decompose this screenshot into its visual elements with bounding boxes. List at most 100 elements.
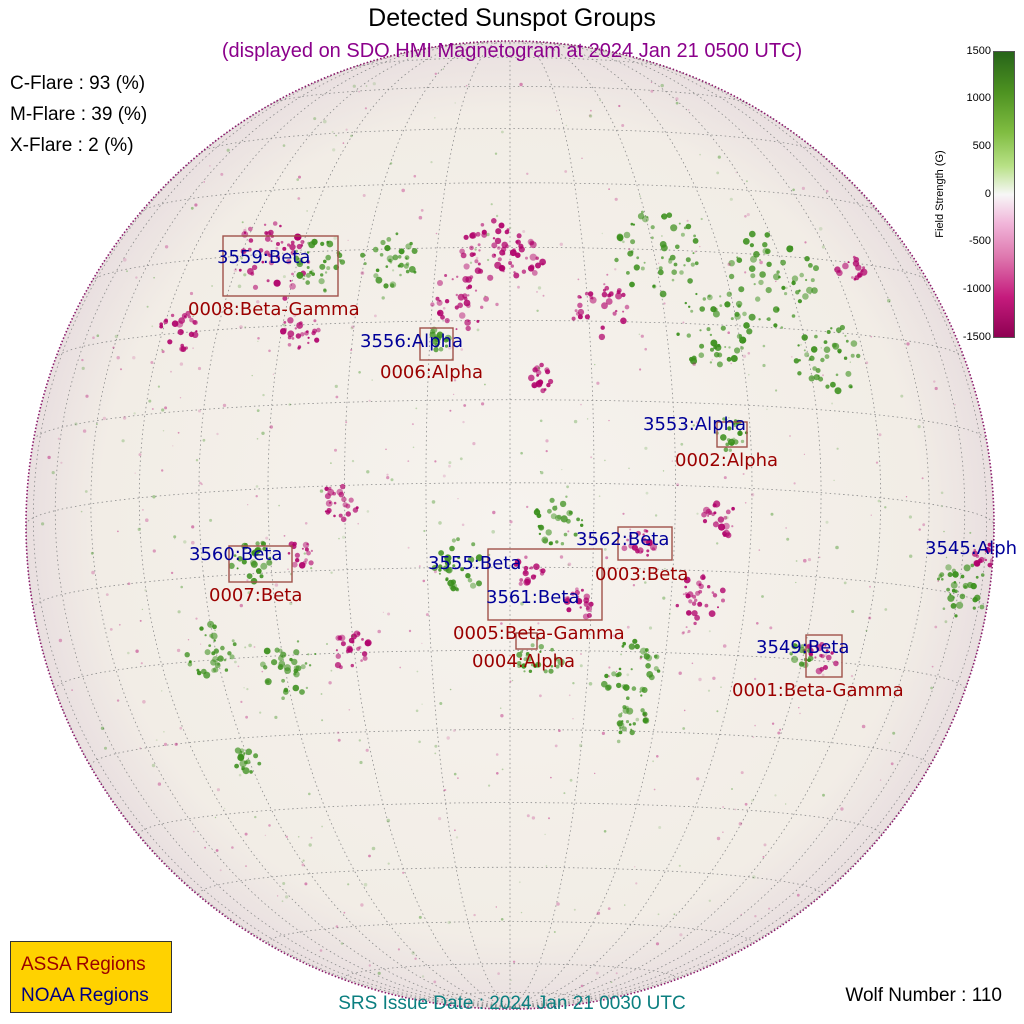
magnetic-patch	[539, 568, 543, 573]
magnetic-patch	[283, 321, 287, 324]
magnetic-patch	[690, 309, 694, 313]
network-speckle	[350, 326, 354, 330]
network-speckle	[214, 629, 216, 632]
network-speckle	[170, 370, 172, 373]
magnetic-patch	[287, 343, 292, 347]
box-0002[interactable]	[716, 421, 748, 448]
magnetic-patch	[680, 232, 685, 237]
network-speckle	[696, 512, 699, 515]
network-speckle	[423, 529, 426, 533]
magnetic-patch	[709, 333, 713, 337]
noaa-label-3553[interactable]: 3553:Alpha	[643, 414, 746, 435]
assa-label-0005[interactable]: 0005:Beta-Gamma	[453, 623, 625, 644]
network-speckle	[421, 703, 423, 705]
magnetic-patch	[730, 355, 738, 362]
magnetic-patch	[835, 373, 839, 377]
noaa-label-3559[interactable]: 3559:Beta	[217, 247, 310, 268]
network-speckle	[293, 314, 297, 318]
magnetic-patch	[643, 529, 647, 533]
noaa-label-3549[interactable]: 3549:Beta	[756, 637, 849, 658]
magnetic-patch	[722, 417, 726, 421]
network-speckle	[399, 666, 402, 669]
network-speckle	[934, 386, 938, 391]
magnetic-patch	[945, 564, 952, 571]
magnetic-patch	[946, 587, 950, 592]
magnetic-patch	[765, 248, 771, 255]
magnetic-patch	[438, 564, 443, 569]
network-speckle	[127, 651, 130, 655]
network-speckle	[351, 459, 355, 463]
network-speckle	[725, 516, 729, 520]
magnetic-patch	[183, 315, 187, 318]
magnetic-patch	[244, 760, 248, 765]
magnetic-patch	[807, 648, 812, 653]
network-speckle	[615, 972, 618, 975]
box-0008[interactable]	[222, 235, 339, 297]
magnetic-patch	[305, 330, 309, 333]
box-0005[interactable]	[487, 548, 603, 621]
noaa-label-3561[interactable]: 3561:Beta	[486, 587, 579, 608]
assa-label-0001[interactable]: 0001:Beta-Gamma	[732, 680, 904, 701]
noaa-label-3560[interactable]: 3560:Beta	[189, 544, 282, 565]
network-speckle	[775, 389, 778, 392]
box-0003[interactable]	[617, 526, 673, 561]
network-speckle	[332, 148, 336, 152]
magnetic-patch	[574, 309, 578, 313]
magnetic-patch	[646, 549, 650, 553]
box-0004[interactable]	[515, 632, 538, 650]
network-speckle	[509, 520, 513, 524]
magnetic-patch	[232, 642, 237, 647]
network-speckle	[940, 505, 943, 508]
box-0001[interactable]	[805, 634, 843, 678]
assa-label-0007[interactable]: 0007:Beta	[209, 585, 302, 606]
network-speckle	[82, 429, 87, 433]
network-speckle	[645, 491, 649, 495]
magnetic-patch	[236, 567, 239, 570]
magnetic-patch	[698, 352, 705, 359]
network-speckle	[179, 726, 183, 730]
magnetic-patch	[699, 329, 702, 332]
magnetic-patch	[630, 668, 633, 671]
magnetic-patch	[559, 500, 567, 508]
network-speckle	[868, 616, 872, 620]
magnetic-patch	[304, 547, 309, 552]
magnetic-patch	[242, 754, 245, 757]
assa-label-0008[interactable]: 0008:Beta-Gamma	[188, 299, 360, 320]
magnetic-patch	[495, 228, 502, 235]
magnetic-patch	[656, 669, 661, 673]
noaa-label-3555[interactable]: 3555:Beta	[428, 553, 521, 574]
magnetic-patch	[263, 665, 268, 670]
network-speckle	[243, 228, 247, 233]
network-speckle	[715, 307, 717, 309]
magnetic-patch	[494, 261, 502, 269]
magnetic-patch	[773, 273, 780, 281]
magnetic-patch	[618, 713, 623, 718]
magnetic-patch	[534, 365, 541, 372]
network-speckle	[189, 291, 194, 296]
magnetic-patch	[632, 223, 636, 226]
noaa-label-3562[interactable]: 3562:Beta	[576, 529, 669, 550]
assa-label-0002[interactable]: 0002:Alpha	[675, 450, 778, 471]
assa-label-0003[interactable]: 0003:Beta	[595, 564, 688, 585]
magnetic-patch	[820, 654, 825, 659]
box-0006[interactable]	[419, 327, 454, 361]
network-speckle	[455, 836, 459, 839]
magnetic-patch	[405, 262, 410, 266]
network-speckle	[283, 535, 286, 537]
magnetic-patch	[380, 239, 386, 246]
network-speckle	[822, 374, 824, 377]
assa-label-0006[interactable]: 0006:Alpha	[380, 362, 483, 383]
assa-label-0004[interactable]: 0004:Alpha	[472, 651, 575, 672]
network-speckle	[153, 276, 155, 279]
magnetic-patch	[535, 262, 541, 269]
magnetic-patch	[325, 500, 333, 507]
magnetic-patch	[847, 261, 850, 264]
noaa-label-3556[interactable]: 3556:Alpha	[360, 331, 463, 352]
magnetic-patch	[628, 723, 632, 726]
magnetic-patch	[294, 552, 300, 558]
magnetic-patch	[622, 310, 625, 313]
box-0007[interactable]	[228, 545, 293, 583]
noaa-label-3545[interactable]: 3545:Alph	[925, 538, 1017, 559]
magnetic-patch	[730, 442, 734, 446]
magnetic-patch	[516, 233, 522, 239]
